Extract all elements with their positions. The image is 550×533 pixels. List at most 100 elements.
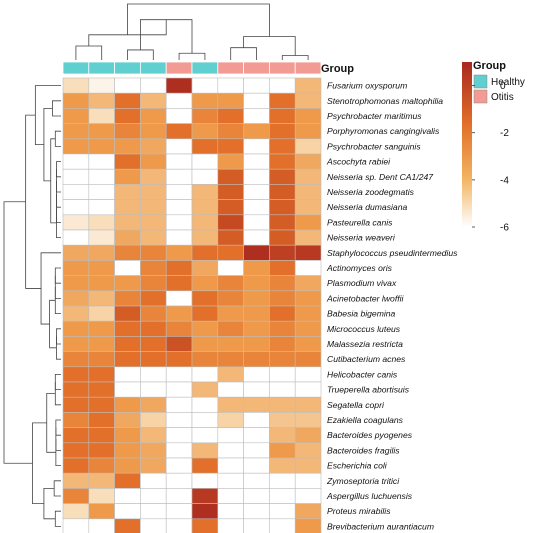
heatmap-cell	[294, 92, 322, 109]
row-label: Brevibacterium aurantiacum	[327, 521, 434, 531]
legend-swatch-healthy	[473, 74, 488, 89]
group-legend-title: Group	[473, 60, 506, 72]
heatmap-cell	[294, 123, 322, 140]
heatmap-cell	[165, 305, 193, 322]
heatmap-cell	[140, 320, 167, 337]
heatmap-cell	[62, 488, 90, 504]
heatmap-cell	[114, 138, 141, 155]
row-labels: Fusarium oxysporum Stenotrophomonas malto…	[326, 81, 458, 532]
heatmap-cell	[217, 488, 244, 504]
heatmap-cell	[140, 336, 167, 352]
heatmap-cell	[165, 168, 193, 185]
row-dendrogram-branch	[56, 180, 61, 208]
heatmap-cell	[191, 351, 219, 368]
heatmap-cell	[165, 275, 193, 292]
row-label: Ezakiella coagulans	[327, 415, 404, 425]
heatmap-cell	[88, 427, 115, 444]
heatmap-cell	[191, 138, 219, 155]
heatmap-cell	[217, 214, 244, 231]
heatmap-cell	[88, 472, 115, 489]
heatmap-cell	[243, 138, 270, 155]
row-label: Bacteroides pyogenes	[327, 430, 413, 440]
row-dendrogram-branch	[54, 130, 61, 147]
heatmap-cell	[114, 244, 141, 261]
heatmap-cell	[140, 290, 167, 307]
heatmap-cell	[217, 123, 244, 140]
heatmap-cell	[294, 427, 322, 444]
color-scale-tick-label: -2	[500, 128, 509, 139]
heatmap-cell	[294, 244, 322, 261]
heatmap-cell	[217, 518, 244, 533]
heatmap-cell	[140, 275, 167, 292]
heatmap-cell	[243, 366, 270, 383]
row-label: Segatella copri	[327, 400, 385, 410]
heatmap-cell	[165, 457, 193, 474]
heatmap-cell	[243, 244, 270, 261]
heatmap-cell	[294, 366, 322, 383]
heatmap-cell	[62, 244, 90, 261]
heatmap-cell	[217, 336, 244, 352]
heatmap-cell	[294, 518, 322, 533]
heatmap-cell	[165, 518, 193, 533]
heatmap-cell	[165, 290, 193, 307]
row-label: Neisseria weaveri	[327, 233, 396, 243]
heatmap-cell	[165, 351, 193, 368]
group-annotation-cell	[243, 61, 270, 75]
heatmap-cell	[165, 108, 193, 124]
heatmap-cell	[217, 275, 244, 292]
row-label: Escherichia coli	[327, 461, 388, 471]
heatmap-cell	[191, 412, 219, 428]
heatmap-cell	[191, 214, 219, 231]
heatmap-cell	[165, 396, 193, 413]
heatmap-cell	[88, 336, 115, 352]
heatmap-cell	[217, 442, 244, 459]
heatmap-cell	[88, 77, 115, 94]
heatmap-cell	[62, 472, 90, 489]
heatmap-cell	[294, 351, 322, 368]
heatmap-cell	[243, 442, 270, 459]
heatmap-cell	[88, 442, 115, 459]
heatmap-cell	[140, 518, 167, 533]
heatmap-cell	[88, 229, 115, 246]
heatmap-cell	[114, 427, 141, 444]
heatmap-cell	[269, 108, 296, 124]
heatmap-cell	[217, 503, 244, 520]
heatmap-cell	[243, 123, 270, 140]
row-dendrogram-branch	[34, 85, 61, 146]
heatmap-cell	[114, 168, 141, 185]
heatmap-cell	[114, 412, 141, 428]
heatmap-cell	[191, 290, 219, 307]
heatmap-cell	[88, 123, 115, 140]
row-label: Psychrobacter maritimus	[327, 111, 422, 121]
heatmap-cell	[114, 214, 141, 231]
heatmap-cell	[114, 260, 141, 276]
heatmap-cell	[165, 381, 193, 398]
heatmap-cell	[62, 518, 90, 533]
row-label: Bacteroides fragilis	[327, 445, 400, 455]
heatmap-cell	[269, 396, 296, 413]
heatmap-cell	[165, 320, 193, 337]
heatmap-cell	[140, 77, 167, 94]
row-label: Zymoseptoria tritici	[326, 476, 400, 486]
heatmap-cell	[269, 503, 296, 520]
row-dendrogram-branch	[43, 108, 53, 182]
row-label: Ascochyta rabiei	[326, 157, 391, 167]
heatmap-cell	[269, 92, 296, 109]
heatmap-cell	[269, 168, 296, 185]
heatmap-cell	[191, 366, 219, 383]
heatmap-cell	[62, 336, 90, 352]
heatmap-cell	[191, 244, 219, 261]
heatmap-cell	[294, 336, 322, 352]
heatmap-cell	[62, 260, 90, 276]
heatmap-cell	[243, 488, 270, 504]
row-label: Porphyromonas cangingivalis	[327, 126, 440, 136]
heatmap-cell	[140, 123, 167, 140]
heatmap-cell	[88, 518, 115, 533]
heatmap-cell	[191, 229, 219, 246]
heatmap-cell	[62, 275, 90, 292]
row-label: Babesia bigemina	[327, 309, 396, 319]
heatmap-cell	[62, 153, 90, 170]
column-dendrogram-branch	[127, 3, 270, 37]
heatmap-cell	[62, 351, 90, 368]
heatmap-cell	[114, 396, 141, 413]
